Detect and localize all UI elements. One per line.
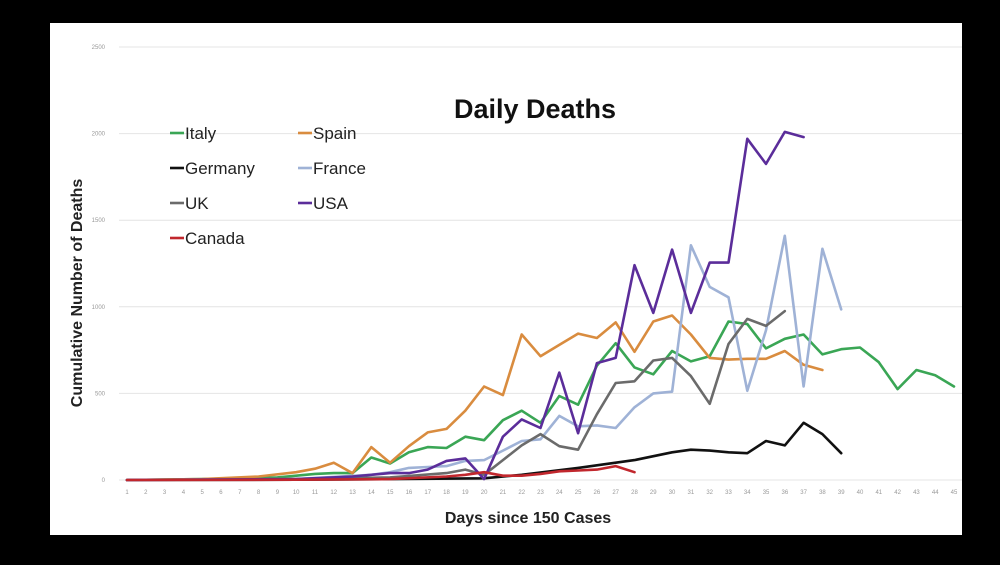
x-tick-label: 7 xyxy=(238,490,242,496)
x-axis-label: Days since 150 Cases xyxy=(445,510,611,527)
legend-label: France xyxy=(313,159,366,178)
x-tick-label: 43 xyxy=(913,490,920,496)
legend-item-germany: Germany xyxy=(170,159,255,178)
x-tick-label: 45 xyxy=(951,490,958,496)
x-tick-label: 16 xyxy=(406,490,413,496)
x-tick-label: 38 xyxy=(819,490,826,496)
legend-item-canada: Canada xyxy=(170,229,245,248)
legend-label: USA xyxy=(313,194,349,213)
x-tick-label: 35 xyxy=(763,490,770,496)
x-tick-label: 39 xyxy=(838,490,845,496)
x-tick-label: 9 xyxy=(276,490,280,496)
y-tick-label: 0 xyxy=(102,478,106,484)
x-tick-label: 22 xyxy=(518,490,525,496)
x-tick-label: 27 xyxy=(612,490,619,496)
x-tick-label: 25 xyxy=(575,490,582,496)
x-tick-label: 21 xyxy=(500,490,507,496)
x-tick-label: 42 xyxy=(894,490,901,496)
x-tick-label: 14 xyxy=(368,490,375,496)
y-tick-label: 500 xyxy=(95,391,106,397)
legend-label: UK xyxy=(185,194,209,213)
legend-item-usa: USA xyxy=(298,194,349,213)
x-tick-label: 17 xyxy=(424,490,431,496)
x-tick-label: 10 xyxy=(293,490,300,496)
x-tick-label: 4 xyxy=(182,490,186,496)
series-line-france xyxy=(125,234,843,482)
x-tick-label: 11 xyxy=(312,490,319,496)
x-tick-label: 6 xyxy=(219,490,223,496)
series-line-spain xyxy=(125,314,824,482)
x-tick-label: 30 xyxy=(669,490,676,496)
x-tick-label: 5 xyxy=(201,490,205,496)
y-tick-label: 2000 xyxy=(92,132,106,138)
x-tick-label: 37 xyxy=(800,490,807,496)
x-tick-label: 41 xyxy=(875,490,882,496)
y-tick-label: 1500 xyxy=(92,218,106,224)
x-tick-label: 18 xyxy=(443,490,450,496)
x-tick-label: 8 xyxy=(257,490,261,496)
x-tick-label: 44 xyxy=(932,490,939,496)
x-tick-label: 29 xyxy=(650,490,657,496)
legend-label: Canada xyxy=(185,229,245,248)
x-tick-label: 19 xyxy=(462,490,469,496)
y-tick-label: 2500 xyxy=(92,45,106,51)
x-tick-label: 26 xyxy=(594,490,601,496)
x-tick-label: 36 xyxy=(781,490,788,496)
legend: Italy Spain Germany France UK USA Canada xyxy=(170,124,366,248)
x-tick-label: 31 xyxy=(688,490,695,496)
legend-item-italy: Italy xyxy=(170,124,217,143)
legend-item-france: France xyxy=(298,159,366,178)
x-tick-label: 33 xyxy=(725,490,732,496)
series-line-usa xyxy=(125,130,805,482)
legend-label: Germany xyxy=(185,159,255,178)
series-line-uk xyxy=(125,309,787,482)
legend-label: Spain xyxy=(313,124,356,143)
x-tick-label: 13 xyxy=(349,490,356,496)
x-tick-label: 12 xyxy=(330,490,337,496)
y-tick-label: 1000 xyxy=(92,305,106,311)
x-tick-labels: 1 2 3 4 5 6 7 8 9 10 11 12 13 14 15 16 17 18 19 20 21 22 23 24 2… xyxy=(125,490,958,496)
x-tick-label: 1 xyxy=(125,490,129,496)
series-line-italy xyxy=(125,320,956,482)
chart-title: Daily Deaths xyxy=(454,94,616,124)
legend-item-uk: UK xyxy=(170,194,209,213)
x-tick-label: 24 xyxy=(556,490,563,496)
x-tick-label: 2 xyxy=(144,490,148,496)
series-line-germany xyxy=(125,421,843,482)
x-tick-label: 28 xyxy=(631,490,638,496)
x-tick-label: 3 xyxy=(163,490,167,496)
series-lines xyxy=(125,130,956,482)
legend-item-spain: Spain xyxy=(298,124,356,143)
y-axis-label: Cumulative Number of Deaths xyxy=(69,179,86,408)
y-tick-labels: 0 500 1000 1500 2000 2500 xyxy=(92,45,106,484)
legend-label: Italy xyxy=(185,124,217,143)
x-tick-label: 34 xyxy=(744,490,751,496)
x-tick-label: 15 xyxy=(387,490,394,496)
x-tick-label: 40 xyxy=(857,490,864,496)
x-tick-label: 20 xyxy=(481,490,488,496)
x-tick-label: 23 xyxy=(537,490,544,496)
chart-panel: 0 500 1000 1500 2000 2500 1 2 3 4 5 6 7 8 9 10 11 12 13 14… xyxy=(50,23,962,535)
x-tick-label: 32 xyxy=(706,490,713,496)
gridlines xyxy=(119,46,962,481)
series-line-canada xyxy=(125,464,636,482)
